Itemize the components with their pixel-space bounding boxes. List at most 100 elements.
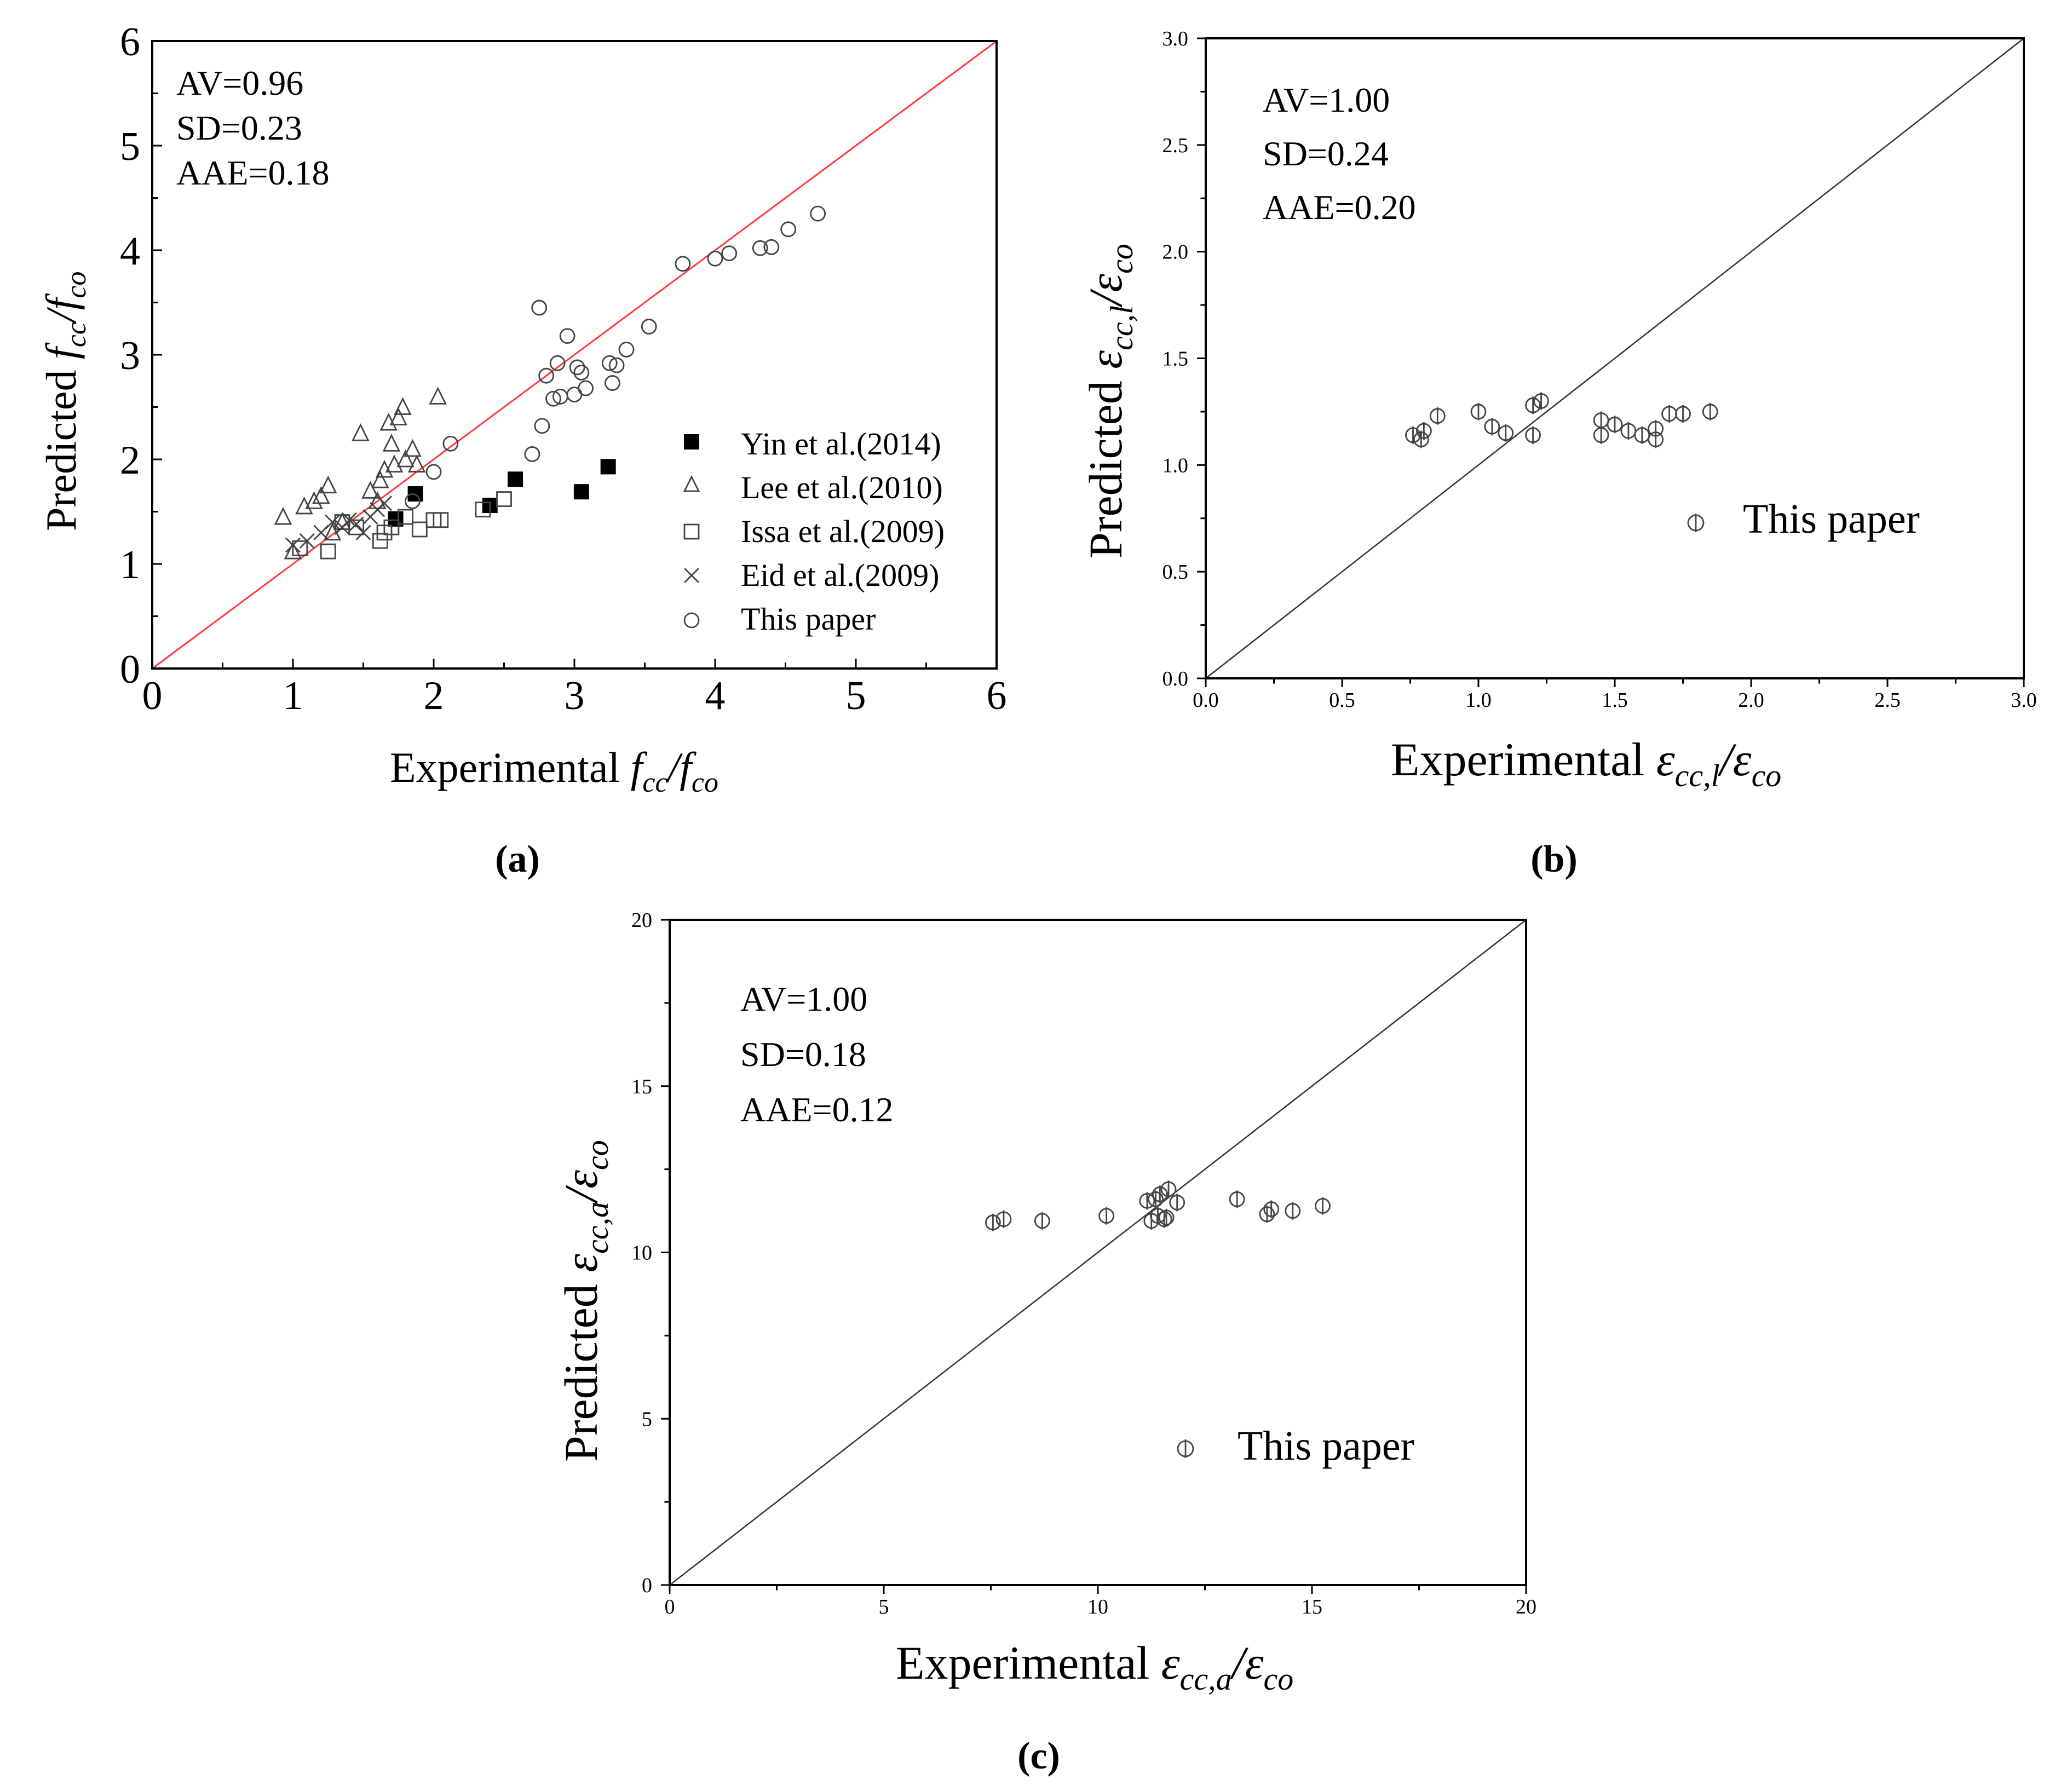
panel-b-label: (b) (1530, 838, 1578, 880)
panel-a-x-tick-label: 6 (987, 673, 1007, 718)
panel-a-this-paper-point (707, 250, 723, 267)
panel-c-stat-av: AV=1.00 (740, 979, 867, 1018)
legend-label-lee: Lee et al.(2010) (741, 470, 943, 505)
legend-marker-yin (684, 434, 699, 450)
panel-b-this-paper-point (1429, 407, 1446, 425)
panel-b-x-tick-label: 2.0 (1738, 689, 1764, 712)
panel-c-stat-sd: SD=0.18 (740, 1035, 866, 1074)
panel-a-eid-et-al-2009-point (285, 537, 301, 553)
panel-a-this-paper-point (752, 240, 768, 256)
legend-marker-this-paper-b (1687, 514, 1705, 532)
panel-c-plot-area: 0 5 10 15 20 0 5 10 15 20 (631, 909, 1536, 1618)
panel-c-this-paper-point (1315, 1197, 1331, 1215)
panel-a-yin-et-al-2014-point (600, 459, 616, 475)
panel-a-lee-et-al-2010-point (407, 454, 426, 473)
panel-b-frame (1205, 37, 2025, 679)
panel-a-this-paper-point (573, 365, 590, 381)
panel-a-issa-et-al-2009-point (372, 533, 388, 549)
panel-a-lee-et-al-2010-point (312, 486, 330, 504)
panel-b-this-paper-point (1661, 405, 1678, 423)
panel-a-this-paper-point (559, 328, 575, 344)
panel-b-this-paper-point (1413, 430, 1429, 448)
panel-a-lee-et-al-2010-point (352, 423, 370, 441)
panel-b-this-paper-point (1533, 392, 1549, 410)
panel-a-lee-et-al-2010-point (361, 481, 379, 499)
panel-a-eid-et-al-2009-point (377, 495, 393, 511)
panel-b-y-tick-label: 1.5 (1162, 348, 1189, 371)
panel-a-x-axis-label: Experimental fcc/fco (390, 744, 718, 798)
panel-c-y-tick-label: 15 (631, 1075, 652, 1098)
panel-a-y-tick-label: 4 (120, 229, 140, 274)
panel-b: 0.0 0.5 1.0 1.5 2.0 2.5 3.0 0.0 0.5 1.0 1.5 2.0 2.5 3… (1079, 27, 2037, 880)
panel-b-plot-area: 0.0 0.5 1.0 1.5 2.0 2.5 3.0 0.0 0.5 1.0 1.5 2.0 2.5 3… (1162, 27, 2037, 712)
panel-a-this-paper-point (549, 355, 566, 371)
panel-b-this-paper-point (1405, 426, 1421, 444)
panel-a-y-tick-label: 1 (120, 543, 140, 587)
panel-a-lee-et-al-2010-point (371, 470, 389, 488)
legend-marker-lee (683, 475, 700, 492)
panel-b-x-tick-label: 0.5 (1329, 689, 1355, 712)
panel-a-reference-line (152, 40, 997, 670)
panel-b-y-tick-label: 2.0 (1162, 241, 1189, 264)
panel-a-x-tick-label: 4 (705, 673, 726, 718)
panel-c-this-paper-point (1139, 1192, 1155, 1210)
panel-c-this-paper-point (1160, 1180, 1177, 1198)
panel-c-this-paper-point (1034, 1212, 1050, 1230)
panel-a-this-paper-point (578, 380, 594, 396)
panel-a-this-paper-point (601, 355, 618, 371)
panel-c-this-paper-point (995, 1210, 1012, 1228)
panel-b-x-tick-label: 3.0 (2011, 689, 2037, 712)
panel-b-this-paper-point (1525, 396, 1541, 414)
panel-a-eid-et-al-2009-point (355, 525, 371, 540)
panel-b-stat-sd: SD=0.24 (1263, 134, 1389, 173)
legend-label-eid: Eid et al.(2009) (741, 557, 939, 593)
panel-b-this-paper-point (1498, 424, 1514, 442)
panel-c-this-paper-point (1229, 1190, 1245, 1208)
panel-a-issa-et-al-2009-point (348, 519, 365, 535)
panel-b-x-tick-label: 1.0 (1465, 689, 1492, 712)
panel-c-x-axis-label: Experimental εcc,a/εco (896, 1637, 1293, 1697)
panel-a-lee-et-al-2010-point (382, 434, 401, 452)
panel-b-x-tick-label: 0.0 (1193, 689, 1219, 712)
panel-b-x-tick-label: 2.5 (1874, 689, 1901, 712)
panel-b-this-paper-point (1484, 418, 1500, 436)
panel-a-y-tick-label: 2 (120, 438, 140, 483)
panel-b-this-paper-point (1593, 411, 1609, 429)
panel-a-this-paper-point (425, 464, 442, 480)
panel-a-x-tick-label: 2 (424, 673, 444, 718)
panel-a-frame (151, 40, 998, 670)
panel-c-this-paper-point (1152, 1185, 1168, 1203)
panel-c-this-paper-point (1098, 1207, 1115, 1225)
panel-c-y-tick-label: 10 (631, 1242, 652, 1265)
panel-a-this-paper-point (569, 359, 585, 376)
panel-b-this-paper-point (1593, 426, 1609, 444)
panel-c-stats: AV=1.00 SD=0.18 AAE=0.12 (740, 979, 894, 1129)
panel-a-yin-et-al-2014-point (573, 484, 589, 500)
panel-c-x-tick-label: 5 (879, 1595, 889, 1618)
panel-a-stat-sd: SD=0.23 (176, 108, 302, 147)
panel-b-this-paper-point (1415, 422, 1432, 440)
panel-a-this-paper-point (534, 418, 550, 434)
panel-c-x-tick-label: 10 (1087, 1595, 1108, 1618)
panel-a-eid-et-al-2009-point (348, 516, 364, 532)
panel-c-x-tick-label: 20 (1516, 1595, 1536, 1618)
panel-c-this-paper-point (985, 1213, 1001, 1231)
panel-a-lee-et-al-2010-point (404, 439, 422, 457)
panel-b-stats: AV=1.00 SD=0.24 AAE=0.20 (1263, 80, 1416, 227)
panel-a-issa-et-al-2009-point (433, 512, 449, 528)
panel-a-eid-et-al-2009-point (341, 512, 357, 528)
panel-c-y-tick-label: 20 (631, 909, 652, 932)
panel-b-this-paper-point (1607, 416, 1623, 434)
panel-c: 0 5 10 15 20 0 5 10 15 20 AV=1.00 SD=0.18 AAE=0.1… (555, 909, 1536, 1777)
panel-a-y-tick-label: 0 (120, 647, 140, 692)
panel-a-lee-et-al-2010-point (284, 541, 302, 560)
panel-a-issa-et-al-2009-point (383, 519, 400, 535)
panel-c-frame (669, 919, 1527, 1586)
panel-a-this-paper-point (531, 299, 548, 316)
panel-c-x-tick-label: 15 (1302, 1595, 1322, 1618)
panel-a-this-paper-point (618, 342, 635, 358)
panel-a-stats: AV=0.96 SD=0.23 AAE=0.18 (176, 64, 330, 192)
panel-a-lee-et-al-2010-point (429, 387, 447, 405)
panel-b-this-paper-point (1702, 402, 1718, 420)
